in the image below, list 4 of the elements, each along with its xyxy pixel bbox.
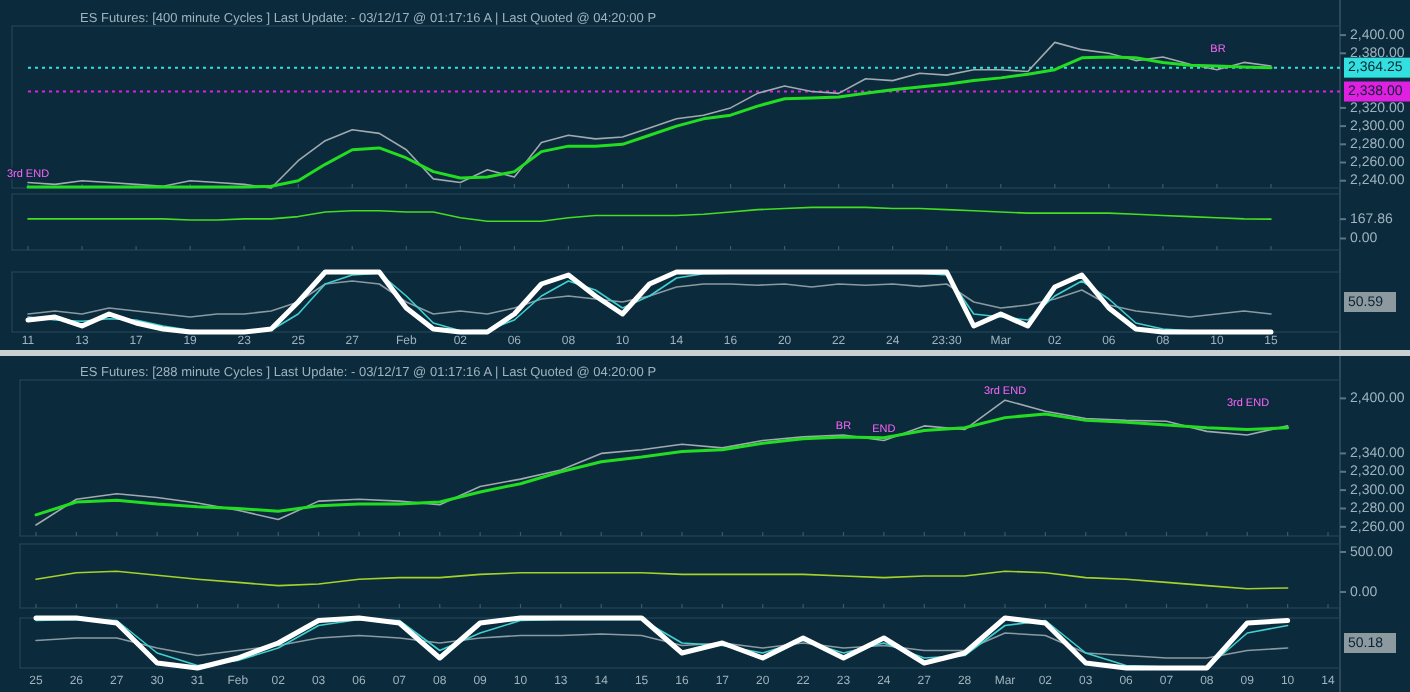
line-series <box>27 206 1272 222</box>
line-series <box>35 570 1289 590</box>
line-series <box>34 412 1290 517</box>
line-series <box>35 399 1289 526</box>
